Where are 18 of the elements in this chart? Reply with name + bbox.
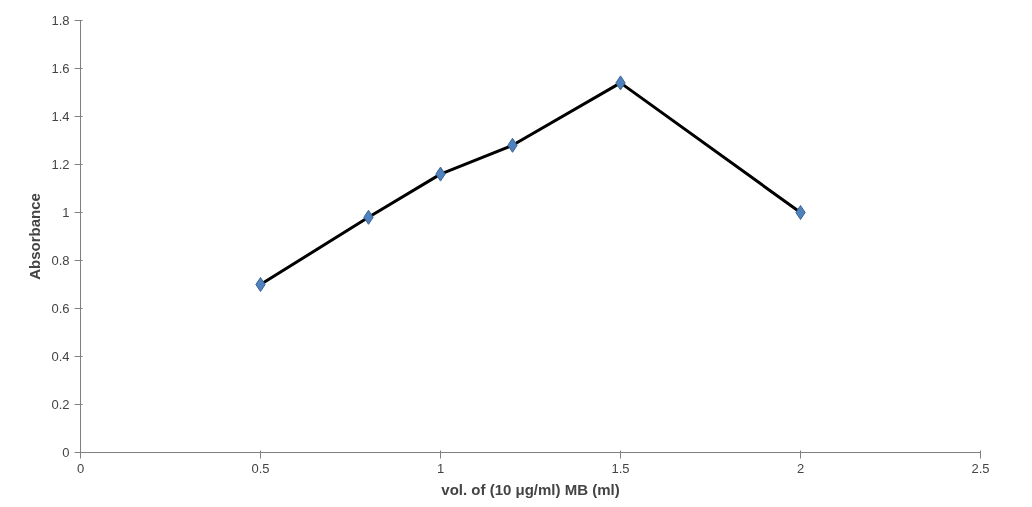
x-tick-label: 0.5 [251,460,270,476]
y-tick-label: 0.2 [51,397,70,412]
y-tick-label: 0.6 [51,301,70,316]
y-tick-label: 1.4 [51,109,70,124]
y-tick-label: 1.8 [51,13,70,28]
x-axis-title: vol. of (10 μg/ml) MB (ml) [441,480,620,498]
x-tick-label: 1 [436,460,445,476]
y-tick-label: 1.6 [51,61,70,76]
y-tick-label: 0.8 [51,253,70,268]
x-tick-label: 2.5 [971,460,990,476]
y-tick-label: 0.4 [51,349,70,364]
y-axis-title: Absorbance [26,193,44,280]
y-tick-label: 1 [62,205,70,220]
x-tick-label: 1.5 [611,460,630,476]
y-tick-label: 0 [62,445,70,460]
x-tick-label: 0 [76,460,85,476]
y-tick-label: 1.2 [51,157,70,172]
x-tick-label: 2 [796,460,805,476]
